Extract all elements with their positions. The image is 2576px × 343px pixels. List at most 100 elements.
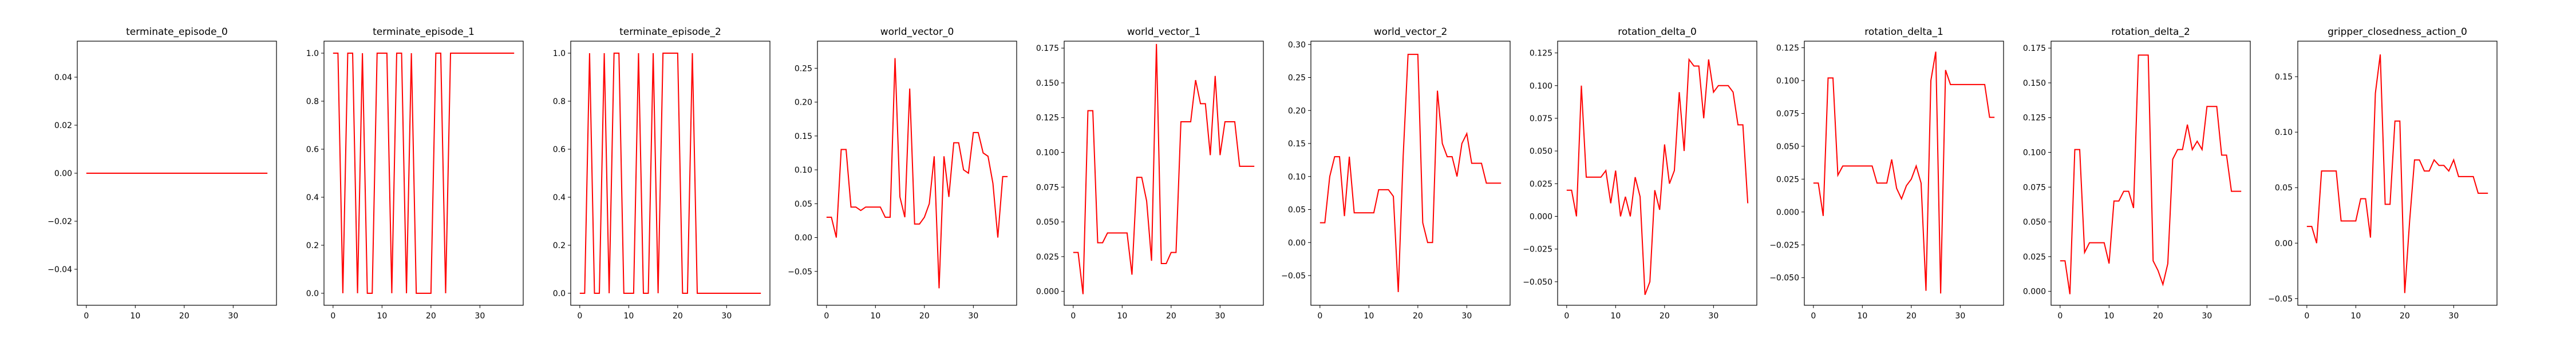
y-tick-label: 0.00 xyxy=(795,234,812,243)
plot-frame xyxy=(817,41,1017,306)
chart-title: terminate_episode_0 xyxy=(126,26,228,38)
x-tick-label: 20 xyxy=(426,312,436,321)
x-tick-label: 0 xyxy=(2057,312,2063,321)
x-tick-label: 10 xyxy=(1117,312,1127,321)
y-tick-label: 0.050 xyxy=(1036,218,1059,227)
x-tick-label: 0 xyxy=(577,312,582,321)
x-tick-label: 30 xyxy=(228,312,238,321)
chart-title: gripper_closedness_action_0 xyxy=(2328,26,2467,38)
y-tick-label: −0.04 xyxy=(48,265,72,274)
y-tick-label: −0.05 xyxy=(788,268,812,277)
series-line xyxy=(1566,58,1749,296)
y-tick-label: 0.10 xyxy=(2275,128,2293,137)
y-tick-label: 0.050 xyxy=(1530,147,1552,156)
chart-title: rotation_delta_1 xyxy=(1864,26,1943,38)
x-tick-label: 0 xyxy=(1811,312,1816,321)
x-tick-label: 10 xyxy=(2104,312,2114,321)
y-tick-label: 0.4 xyxy=(306,193,319,202)
y-tick-label: 0.2 xyxy=(306,241,319,250)
x-tick-label: 30 xyxy=(2448,312,2459,321)
plot-frame xyxy=(2050,41,2251,306)
chart-panel: rotation_delta_1 0 10 20 30 −0.050 −0.025 0.000… xyxy=(1769,26,2004,321)
y-tick-label: 0.150 xyxy=(2023,79,2046,88)
y-tick-label: 0.050 xyxy=(1776,142,1799,151)
x-tick-label: 0 xyxy=(1070,312,1076,321)
y-tick-label: 0.175 xyxy=(2023,44,2046,53)
series-line xyxy=(1319,54,1502,292)
chart-panel: rotation_delta_2 0 10 20 30 0.000 0.025 0.050 0.… xyxy=(2023,26,2251,321)
x-tick-label: 0 xyxy=(2304,312,2309,321)
plot-frame xyxy=(1557,41,1757,306)
y-tick-label: −0.050 xyxy=(1523,278,1552,287)
series-line xyxy=(1073,43,1255,294)
plot-frame xyxy=(1064,41,1264,306)
y-tick-label: 0.125 xyxy=(1530,49,1552,58)
y-tick-label: −0.05 xyxy=(1281,272,1306,281)
x-tick-label: 10 xyxy=(870,312,880,321)
chart-title: terminate_episode_1 xyxy=(373,26,475,38)
y-tick-label: 0.30 xyxy=(1288,41,1306,50)
y-tick-label: 1.0 xyxy=(306,49,319,58)
y-tick-label: 0.04 xyxy=(54,73,72,82)
y-tick-label: 0.050 xyxy=(2023,218,2046,227)
x-tick-label: 30 xyxy=(968,312,978,321)
x-tick-label: 0 xyxy=(824,312,829,321)
x-tick-label: 20 xyxy=(2153,312,2163,321)
y-tick-label: 0.000 xyxy=(1776,208,1799,217)
plot-frame xyxy=(570,41,771,306)
y-tick-label: 0.025 xyxy=(2023,253,2046,262)
y-tick-label: 0.150 xyxy=(1036,79,1059,88)
x-tick-label: 20 xyxy=(919,312,930,321)
x-tick-label: 0 xyxy=(330,312,335,321)
y-tick-label: 0.125 xyxy=(1036,114,1059,123)
y-tick-label: 0.000 xyxy=(1036,288,1059,297)
series-line xyxy=(2060,54,2242,294)
x-tick-label: 10 xyxy=(1610,312,1621,321)
y-tick-label: 0.025 xyxy=(1036,253,1059,262)
y-tick-label: 0.15 xyxy=(2275,73,2293,82)
y-tick-label: 1.0 xyxy=(553,49,566,58)
x-tick-label: 30 xyxy=(1955,312,1965,321)
y-tick-label: 0.20 xyxy=(795,98,812,107)
y-tick-label: 0.15 xyxy=(1288,139,1306,149)
x-tick-label: 20 xyxy=(2400,312,2410,321)
y-tick-label: 0.0 xyxy=(553,289,566,298)
y-tick-label: −0.02 xyxy=(48,217,72,226)
y-tick-label: 0.10 xyxy=(795,166,812,175)
x-tick-label: 10 xyxy=(377,312,387,321)
chart-title: terminate_episode_2 xyxy=(619,26,721,38)
y-tick-label: 0.8 xyxy=(553,97,566,106)
series-line xyxy=(2306,54,2488,293)
x-tick-label: 30 xyxy=(1708,312,1718,321)
y-tick-label: −0.025 xyxy=(1523,245,1552,254)
x-tick-label: 0 xyxy=(1317,312,1322,321)
x-tick-label: 30 xyxy=(721,312,732,321)
y-tick-label: 0.00 xyxy=(1288,238,1306,248)
chart-panel: rotation_delta_0 0 10 20 30 −0.050 −0.025 0.000… xyxy=(1523,26,1757,321)
x-tick-label: 10 xyxy=(1364,312,1374,321)
plot-frame xyxy=(2297,41,2498,306)
x-tick-label: 30 xyxy=(2202,312,2212,321)
x-tick-label: 10 xyxy=(130,312,140,321)
chart-title: world_vector_1 xyxy=(1127,26,1201,38)
chart-title: rotation_delta_2 xyxy=(2111,26,2190,38)
x-tick-label: 20 xyxy=(1906,312,1917,321)
chart-title: world_vector_0 xyxy=(880,26,954,38)
y-tick-label: 0.25 xyxy=(1288,74,1306,83)
x-tick-label: 20 xyxy=(673,312,683,321)
y-tick-label: 0.25 xyxy=(795,64,812,73)
y-tick-label: 0.6 xyxy=(306,145,319,154)
chart-title: world_vector_2 xyxy=(1374,26,1448,38)
x-tick-label: 20 xyxy=(1413,312,1423,321)
plot-frame xyxy=(1310,41,1511,306)
y-tick-label: 0.10 xyxy=(1288,173,1306,182)
y-tick-label: 0.075 xyxy=(2023,183,2046,192)
chart-panel: terminate_episode_0 0 10 20 30 −0.04 −0.02 0.00… xyxy=(48,26,277,321)
y-tick-label: 0.05 xyxy=(2275,184,2293,193)
y-tick-label: 0.4 xyxy=(553,193,566,202)
chart-title: rotation_delta_0 xyxy=(1618,26,1697,38)
y-tick-label: 0.100 xyxy=(1530,82,1552,91)
x-tick-label: 10 xyxy=(623,312,634,321)
x-tick-label: 10 xyxy=(2350,312,2361,321)
